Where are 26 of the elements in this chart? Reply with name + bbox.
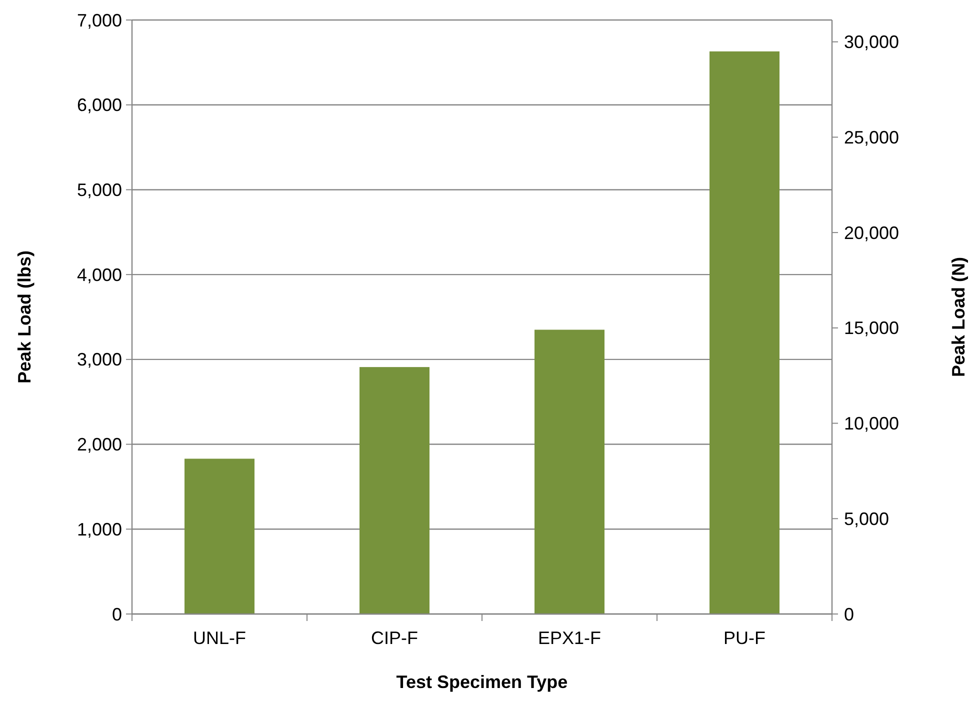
x-tick-label: EPX1-F	[538, 628, 602, 648]
y2-axis-title: Peak Load (N)	[948, 256, 968, 378]
x-tick-label: UNL-F	[193, 628, 246, 648]
y-tick-label: 7,000	[76, 10, 122, 30]
x-tick-label: PU-F	[724, 628, 766, 648]
x-axis-title: Test Specimen Type	[396, 672, 568, 692]
bar	[710, 51, 780, 614]
y2-tick-label: 25,000	[844, 127, 900, 148]
y2-tick-label: 0	[844, 604, 854, 624]
y-tick-label: 5,000	[76, 180, 122, 200]
y2-tick-label: 15,000	[844, 318, 900, 338]
bar	[360, 367, 430, 614]
y-tick-label: 3,000	[76, 350, 122, 370]
y2-tick-label: 5,000	[844, 508, 890, 529]
y-tick-label: 1,000	[76, 519, 122, 540]
y-tick-label: 6,000	[76, 95, 122, 116]
y-tick-label: 4,000	[76, 264, 122, 285]
bar	[184, 458, 254, 614]
y-axis-title: Peak Load (lbs)	[14, 250, 34, 384]
x-tick-label: CIP-F	[371, 628, 418, 648]
y-tick-label: 0	[112, 604, 122, 624]
y-tick-label: 2,000	[76, 434, 122, 455]
bar	[534, 330, 604, 614]
y2-tick-label: 10,000	[844, 414, 900, 434]
y2-tick-label: 30,000	[844, 32, 900, 52]
y2-tick-label: 20,000	[844, 222, 900, 243]
